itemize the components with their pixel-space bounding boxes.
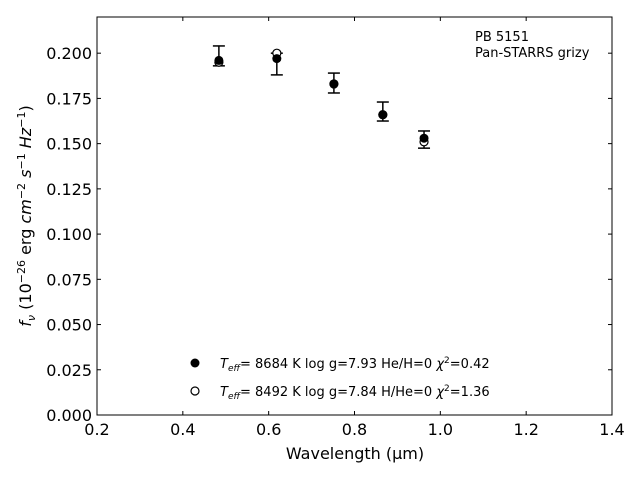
legend-marker-filled bbox=[190, 358, 200, 368]
y-tick-label: 0.150 bbox=[46, 135, 92, 154]
y-tick-label: 0.200 bbox=[46, 44, 92, 63]
annotation-name: PB 5151 bbox=[475, 30, 529, 45]
point-filled bbox=[378, 110, 388, 120]
x-tick-label: 0.2 bbox=[84, 420, 109, 439]
y-tick-label: 0.175 bbox=[46, 89, 92, 108]
y-tick-label: 0.000 bbox=[46, 406, 92, 425]
y-tick-label: 0.050 bbox=[46, 316, 92, 335]
x-tick-label: 1.4 bbox=[599, 420, 624, 439]
y-tick-label: 0.075 bbox=[46, 270, 92, 289]
annotation-survey: Pan-STARRS grizy bbox=[475, 46, 590, 61]
y-tick-label: 0.125 bbox=[46, 180, 92, 199]
y-tick-label: 0.025 bbox=[46, 361, 92, 380]
x-tick-label: 0.6 bbox=[256, 420, 281, 439]
legend: Teff= 8684 K log g=7.93 He/H=0 χ2=0.42 T… bbox=[190, 356, 490, 402]
x-tick-label: 1.2 bbox=[513, 420, 538, 439]
point-filled bbox=[272, 54, 282, 64]
y-tick-label: 0.100 bbox=[46, 225, 92, 244]
plot-frame bbox=[96, 16, 613, 416]
x-axis-label: Wavelength (μm) bbox=[286, 444, 424, 463]
legend-marker-open bbox=[190, 386, 200, 396]
point-filled bbox=[214, 55, 224, 65]
x-tick-label: 1.0 bbox=[428, 420, 453, 439]
legend-entry-1: Teff= 8684 K log g=7.93 He/H=0 χ2=0.42 bbox=[220, 356, 490, 374]
x-tick-label: 0.8 bbox=[342, 420, 367, 439]
y-axis-label: fν (10−26 erg cm−2 s−1 Hz−1) bbox=[15, 105, 38, 326]
legend-entry-2: Teff= 8492 K log g=7.84 H/He=0 χ2=1.36 bbox=[220, 384, 490, 402]
x-tick-label: 0.4 bbox=[170, 420, 195, 439]
point-filled bbox=[329, 79, 339, 89]
point-filled bbox=[419, 133, 429, 143]
